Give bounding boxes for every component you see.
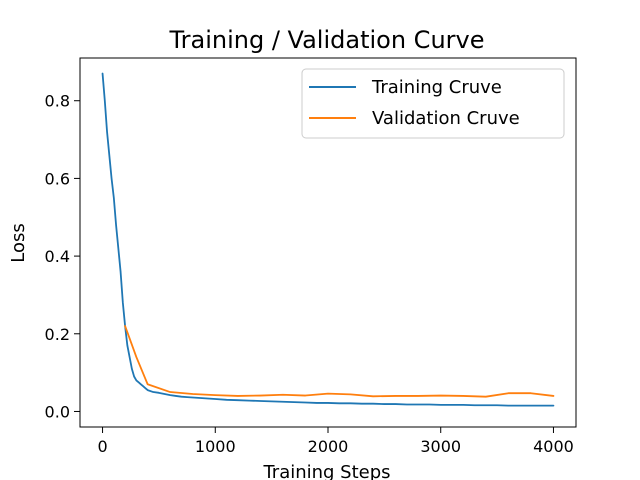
legend-box — [301, 68, 565, 139]
y-axis-title: Loss — [8, 223, 29, 262]
series-layer — [101, 72, 555, 407]
x-axis: 0 1000 2000 3000 4000 — [97, 427, 574, 456]
x-tick-label: 4000 — [533, 437, 574, 456]
chart-title: Training / Validation Curve — [169, 26, 485, 54]
x-tick-label: 3000 — [420, 437, 461, 456]
x-tick-label: 2000 — [308, 437, 349, 456]
y-tick-label: 0.8 — [45, 92, 70, 111]
legend: Training Cruve Validation Cruve — [301, 68, 565, 139]
y-axis: 0.0 0.2 0.4 0.6 0.8 — [45, 92, 80, 421]
x-tick-label: 0 — [97, 437, 107, 456]
x-axis-title: Training Steps — [262, 462, 390, 480]
x-tick-label: 1000 — [195, 437, 236, 456]
y-tick-label: 0.6 — [45, 169, 70, 188]
validation-curve-line — [124, 325, 555, 398]
training-curve-line — [101, 72, 555, 407]
y-tick-label: 0.0 — [45, 402, 70, 421]
legend-label-validation: Validation Cruve — [372, 108, 520, 129]
y-tick-label: 0.2 — [45, 325, 70, 344]
y-tick-label: 0.4 — [45, 247, 70, 266]
legend-label-training: Training Cruve — [371, 77, 502, 98]
